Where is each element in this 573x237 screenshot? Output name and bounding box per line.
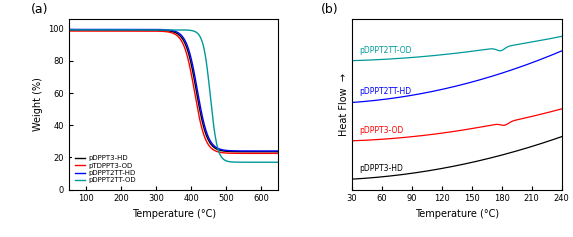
pDPPT3-HD	[87, 29, 93, 32]
Text: pDPPT3-HD: pDPPT3-HD	[359, 164, 403, 173]
X-axis label: Temperature (°C): Temperature (°C)	[132, 209, 215, 219]
pDPPT2TT-HD	[275, 150, 282, 152]
pTDPPT3-OD	[209, 148, 216, 151]
Line: pDPPT2TT-OD: pDPPT2TT-OD	[69, 30, 278, 162]
pTDPPT3-OD	[275, 152, 282, 155]
Line: pTDPPT3-OD: pTDPPT3-OD	[69, 31, 278, 153]
pDPPT2TT-HD	[158, 28, 164, 31]
Y-axis label: Heat Flow  →: Heat Flow →	[339, 73, 349, 136]
pDPPT2TT-HD	[209, 143, 216, 146]
Line: pDPPT3-HD: pDPPT3-HD	[69, 30, 278, 152]
pDPPT2TT-OD	[233, 161, 240, 164]
pDPPT3-HD	[65, 29, 72, 32]
pDPPT2TT-HD	[87, 28, 93, 31]
Text: pDPPT2TT-HD: pDPPT2TT-HD	[359, 87, 411, 96]
pDPPT2TT-OD	[275, 161, 282, 164]
pDPPT3-HD	[150, 29, 157, 32]
pDPPT3-HD	[209, 145, 216, 148]
pDPPT2TT-HD	[65, 28, 72, 31]
pTDPPT3-OD	[87, 30, 93, 32]
pTDPPT3-OD	[65, 30, 72, 32]
pDPPT2TT-OD	[150, 28, 157, 31]
pDPPT2TT-HD	[233, 150, 240, 152]
pDPPT2TT-OD	[209, 117, 216, 120]
Text: (a): (a)	[31, 3, 49, 16]
Legend: pDPPT3-HD, pTDPPT3-OD, pDPPT2TT-HD, pDPPT2TT-OD: pDPPT3-HD, pTDPPT3-OD, pDPPT2TT-HD, pDPP…	[72, 152, 139, 186]
Text: pDPPT2TT-OD: pDPPT2TT-OD	[359, 46, 411, 55]
pDPPT2TT-OD	[65, 28, 72, 31]
Line: pDPPT2TT-HD: pDPPT2TT-HD	[69, 29, 278, 151]
pDPPT2TT-HD	[229, 149, 236, 152]
Text: pDPPT3-OD: pDPPT3-OD	[359, 126, 403, 135]
pDPPT2TT-OD	[229, 160, 236, 163]
pDPPT2TT-OD	[87, 28, 93, 31]
Y-axis label: Weight (%): Weight (%)	[33, 77, 42, 131]
pDPPT3-HD	[229, 150, 236, 153]
pDPPT2TT-OD	[158, 28, 164, 31]
pTDPPT3-OD	[229, 152, 236, 155]
pDPPT2TT-HD	[150, 28, 157, 31]
pTDPPT3-OD	[150, 30, 157, 32]
pDPPT3-HD	[275, 150, 282, 153]
pDPPT3-HD	[233, 150, 240, 153]
Text: (b): (b)	[320, 3, 338, 16]
pTDPPT3-OD	[233, 152, 240, 155]
pDPPT3-HD	[158, 29, 164, 32]
pTDPPT3-OD	[158, 30, 164, 33]
X-axis label: Temperature (°C): Temperature (°C)	[415, 209, 499, 219]
